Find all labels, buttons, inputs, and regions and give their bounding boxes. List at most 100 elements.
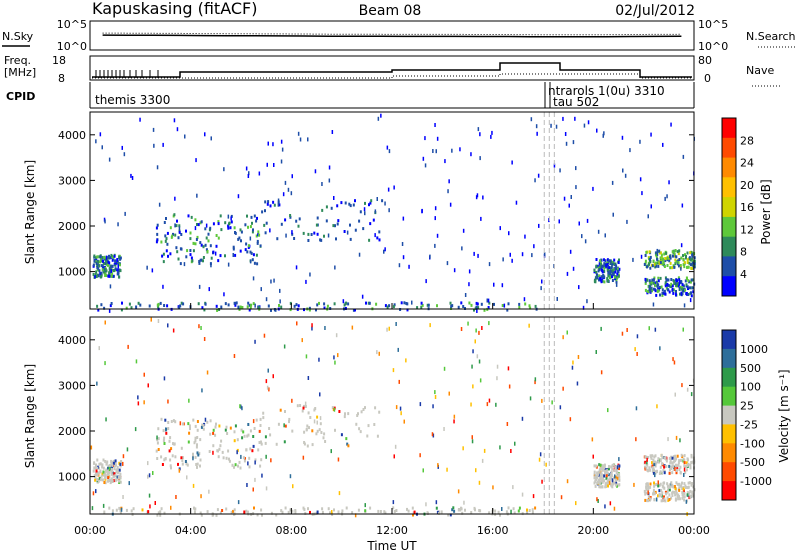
power-cell (686, 261, 689, 264)
velocity-cell (367, 424, 370, 428)
power-scatter-cell (596, 128, 598, 133)
power-cell (101, 256, 104, 259)
velocity-cell (598, 478, 601, 482)
power-cell (325, 219, 328, 223)
velocity-scatter-cell (378, 351, 380, 356)
velocity-cell (654, 464, 657, 468)
velocity-scatter-cell (690, 392, 693, 397)
power-cell (386, 305, 389, 309)
power-scatter-cell (230, 216, 232, 221)
power-cell (175, 224, 178, 228)
power-scatter-cell (556, 297, 558, 301)
power-cell (649, 259, 652, 263)
power-cell (680, 280, 683, 284)
velocity-cell (259, 417, 262, 421)
power-cell (686, 285, 689, 289)
power-cell (675, 278, 678, 282)
power-scatter-cell (524, 234, 526, 239)
velocity-scatter-cell (683, 467, 686, 472)
power-cell (197, 302, 200, 306)
velocity-scatter-cell (149, 504, 151, 509)
power-cell (678, 281, 681, 285)
power-scatter-cell (104, 219, 106, 224)
velocity-cell (119, 480, 122, 484)
power-scatter-cell (446, 261, 449, 266)
velocity-cell (194, 436, 197, 440)
power-cell (480, 302, 483, 306)
power-cell (644, 254, 647, 257)
power-colorbar-tick-label: 8 (740, 246, 747, 259)
power-scatter-cell (117, 222, 119, 227)
velocity-cell (311, 429, 314, 433)
freq-early-bursts (95, 70, 159, 78)
power-scatter-cell (162, 284, 164, 289)
power-cell (651, 278, 654, 282)
power-scatter-cell (641, 191, 643, 196)
velocity-cell (597, 470, 600, 474)
power-scatter-cell (491, 130, 493, 135)
velocity-scatter-cell (175, 495, 177, 499)
velocity-scatter-cell (472, 384, 474, 389)
velocity-cell (646, 484, 649, 487)
power-cell (659, 286, 661, 289)
power-cell (651, 264, 654, 268)
velocity-cell (202, 424, 205, 428)
power-scatter-cell (280, 159, 283, 164)
power-scatter-cell (346, 230, 349, 235)
power-cell (111, 272, 114, 276)
power-cell (106, 263, 109, 267)
velocity-cell (99, 478, 102, 482)
velocity-cell (668, 456, 671, 460)
velocity-y-tick-label: 3000 (58, 379, 86, 392)
power-scatter-cell (521, 252, 524, 257)
velocity-cell (214, 433, 217, 437)
velocity-scatter-cell (399, 406, 402, 411)
power-scatter-cell (380, 113, 382, 118)
velocity-cell (241, 436, 244, 440)
freq-left-tick-top: 18 (52, 54, 66, 67)
power-scatter-cell (408, 264, 410, 269)
velocity-cell (593, 464, 596, 468)
power-scatter-cell (124, 211, 126, 216)
power-scatter-cell (602, 133, 604, 138)
power-scatter-cell (290, 191, 293, 196)
power-colorbar-tick-label: 4 (740, 268, 747, 281)
velocity-cell (512, 507, 515, 511)
power-cell (307, 232, 310, 236)
velocity-cell (645, 466, 648, 470)
velocity-cell (505, 510, 508, 514)
velocity-scatter-cell (157, 319, 160, 323)
power-cell (670, 282, 673, 286)
power-scatter-cell (151, 268, 154, 273)
velocity-cell (105, 468, 108, 472)
velocity-cell (119, 476, 122, 480)
velocity-cell (666, 496, 669, 500)
velocity-cell (96, 466, 99, 470)
power-cell (420, 305, 423, 309)
power-cell (233, 301, 236, 305)
velocity-scatter-cell (200, 494, 202, 499)
power-scatter-cell (254, 303, 256, 308)
power-scatter-cell (680, 266, 682, 271)
velocity-cell (227, 449, 230, 453)
power-cell (689, 286, 691, 290)
velocity-scatter-cell (609, 501, 612, 506)
power-cell (258, 233, 261, 237)
velocity-cell (645, 482, 648, 486)
velocity-cell (470, 511, 473, 514)
power-cell (239, 305, 242, 309)
velocity-cell (407, 509, 410, 513)
power-scatter-cell (153, 143, 155, 148)
power-cell (166, 304, 169, 308)
beam-label: Beam 08 (359, 3, 422, 19)
velocity-scatter-cell (429, 323, 431, 328)
power-cell (677, 284, 680, 288)
power-scatter-cell (284, 180, 287, 185)
power-scatter-cell (664, 196, 666, 201)
power-scatter-cell (572, 140, 575, 145)
power-cell (232, 247, 235, 251)
velocity-scatter-cell (462, 446, 464, 451)
power-cell (204, 243, 207, 247)
power-cell (595, 264, 598, 268)
power-cell (598, 261, 601, 265)
